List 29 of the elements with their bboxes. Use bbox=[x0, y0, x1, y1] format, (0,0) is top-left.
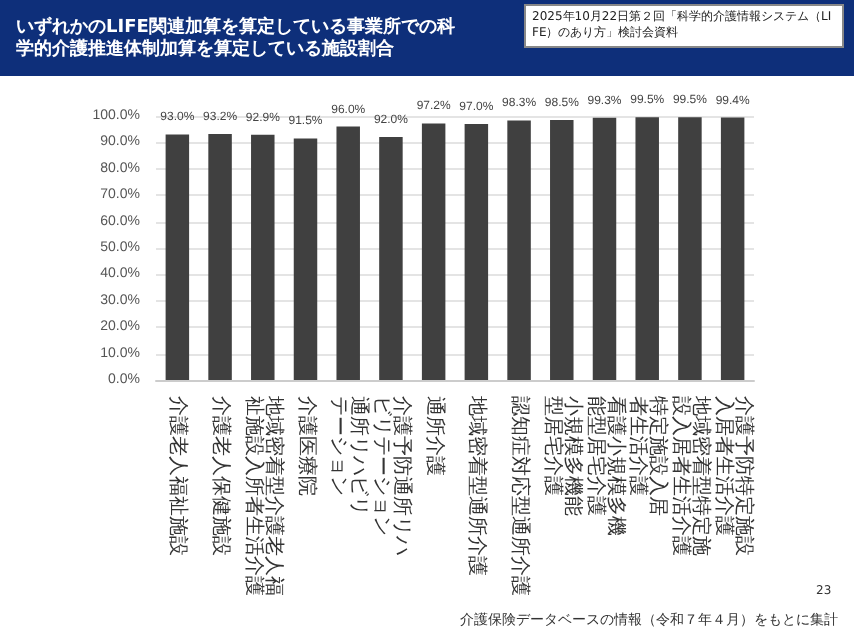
x-tick-label: 地域密着型通所介護 bbox=[465, 394, 490, 576]
bar bbox=[464, 123, 489, 380]
x-tick-label: 介護老人福祉施設 bbox=[166, 396, 191, 556]
x-tick-label: 特定施設入居者生活介護 bbox=[626, 396, 671, 516]
chart-title: いずれかのLIFE関連加算を算定している事業所での科学的介護推進体制加算を算定している施設割合 bbox=[16, 18, 456, 62]
x-tick-label: 介護予防特定施設入居者生活介護 bbox=[711, 396, 756, 556]
bar bbox=[379, 137, 403, 380]
x-tick-label: 介護老人保健施設 bbox=[209, 396, 234, 556]
bar bbox=[592, 117, 617, 380]
bar bbox=[251, 134, 275, 380]
x-tick-label: 認知症対応型通所介護 bbox=[508, 396, 533, 596]
bar bbox=[165, 134, 190, 380]
x-tick-label: 通所リハビリテーション bbox=[327, 396, 372, 516]
bar bbox=[208, 133, 232, 380]
x-tick-label: 地域密着型介護老人福祉施設入所者生活介護 bbox=[241, 394, 286, 596]
x-tick-label: 介護予防通所リハビリテーション bbox=[369, 396, 414, 556]
x-tick-label: 介護医療院 bbox=[294, 396, 319, 496]
bar bbox=[550, 119, 574, 380]
x-tick-label: 通所介護 bbox=[422, 396, 447, 476]
bar bbox=[678, 117, 702, 380]
bar bbox=[293, 138, 318, 380]
bar bbox=[336, 126, 360, 380]
bar bbox=[720, 117, 745, 380]
bar bbox=[635, 117, 659, 380]
x-tick-label: 看護小規模多機能型居宅介護 bbox=[583, 396, 628, 536]
bar bbox=[421, 123, 446, 380]
bar bbox=[507, 120, 531, 380]
x-tick-label: 地域密着型特定施設入居者生活介護 bbox=[668, 394, 713, 556]
x-tick-label: 小規模多機能型居宅介護 bbox=[540, 396, 585, 516]
